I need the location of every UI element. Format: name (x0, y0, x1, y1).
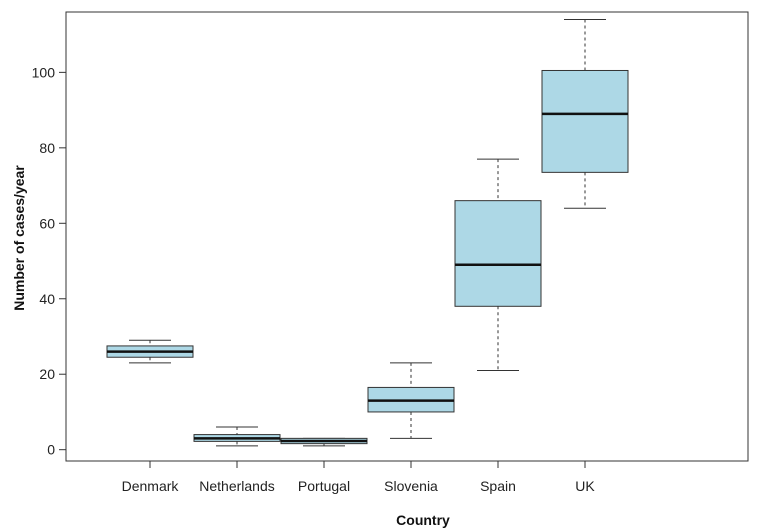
x-tick-label: UK (575, 478, 595, 494)
y-tick-label: 100 (32, 64, 56, 80)
x-axis-title: Country (396, 512, 450, 528)
box-netherlands (193, 426, 281, 447)
box-spain (454, 158, 542, 371)
y-tick-label: 40 (39, 291, 55, 307)
x-tick-label: Portugal (298, 478, 350, 494)
boxes (106, 19, 629, 447)
x-tick-label: Spain (480, 478, 516, 494)
box-denmark (106, 339, 194, 364)
box-uk (541, 19, 629, 209)
box-slovenia (367, 362, 455, 439)
y-tick-label: 20 (39, 366, 55, 382)
x-tick-label: Slovenia (384, 478, 438, 494)
x-tick-label: Netherlands (199, 478, 275, 494)
plot-frame (65, 11, 749, 462)
y-tick-label: 80 (39, 140, 55, 156)
x-axis: Denmark Netherlands Portugal Slovenia Spain U… (122, 461, 595, 494)
y-axis-title: Number of cases/year (11, 165, 27, 311)
iqr-box (454, 200, 542, 307)
y-axis: 0 20 40 60 80 100 (32, 64, 66, 458)
y-tick-label: 60 (39, 215, 55, 231)
y-tick-label: 0 (47, 442, 55, 458)
box-portugal (280, 437, 368, 447)
iqr-box (541, 69, 629, 173)
x-tick-label: Denmark (122, 478, 180, 494)
